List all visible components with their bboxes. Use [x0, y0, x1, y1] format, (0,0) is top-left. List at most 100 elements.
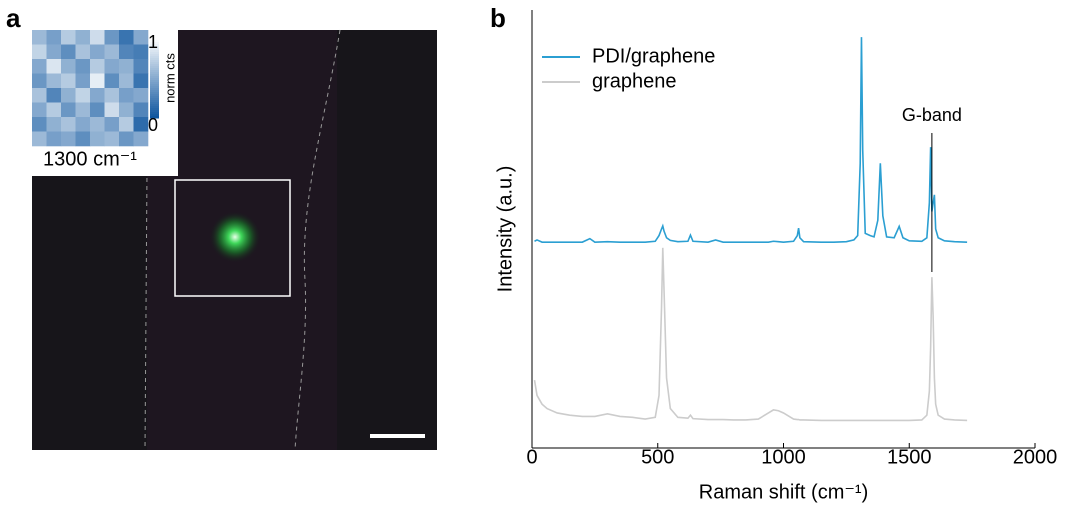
heatmap-cell	[104, 117, 120, 132]
colorbar-segment	[150, 90, 159, 93]
emission-spot	[209, 211, 261, 263]
heatmap-cell	[61, 102, 76, 118]
flake-edge	[144, 169, 148, 451]
heatmap-cell	[61, 117, 76, 132]
heatmap-cell	[32, 131, 47, 147]
heatmap-cell	[119, 59, 134, 74]
colorbar-segment	[150, 64, 159, 67]
flake-edge	[294, 29, 341, 451]
spectrum-line	[534, 37, 968, 243]
colorbar-segment	[150, 50, 159, 53]
heatmap-cell	[61, 59, 76, 74]
spectrum-line	[533, 247, 968, 422]
heatmap-cell	[104, 59, 120, 74]
colorbar-segment	[150, 40, 159, 43]
heatmap-cell	[46, 102, 62, 118]
colorbar-segment	[150, 68, 159, 71]
heatmap-cell	[32, 59, 47, 74]
heatmap-cell	[90, 44, 105, 60]
heatmap-cell	[61, 131, 76, 147]
colorbar-segment	[150, 38, 159, 41]
colorbar-segment	[150, 110, 159, 113]
colorbar-segment	[150, 72, 159, 75]
colorbar-label: norm cts	[162, 53, 177, 103]
heatmap-cell	[61, 88, 76, 103]
colorbar-segment	[150, 62, 159, 65]
heatmap-cell	[75, 131, 91, 147]
colorbar-segment	[150, 80, 159, 83]
heatmap-cell	[46, 44, 62, 60]
colorbar-segment	[150, 56, 159, 59]
colorbar-segment	[150, 102, 159, 105]
inset-title: 1300 cm⁻¹	[43, 148, 137, 170]
heatmap-cell	[32, 102, 47, 118]
colorbar-segment	[150, 76, 159, 79]
colorbar-segment	[150, 58, 159, 61]
annotation-label: G-band	[902, 105, 962, 125]
colorbar-segment	[150, 92, 159, 95]
colorbar-segment	[150, 84, 159, 87]
heatmap-cell	[119, 44, 134, 60]
heatmap-cell	[61, 30, 76, 45]
heatmap-cell	[119, 73, 134, 89]
colorbar-segment	[150, 46, 159, 49]
heatmap-cell	[119, 102, 134, 118]
heatmap-cell	[133, 44, 149, 60]
heatmap-cell	[75, 59, 91, 74]
colorbar-segment	[150, 106, 159, 109]
colorbar-segment	[150, 54, 159, 57]
heatmap-cell	[90, 30, 105, 45]
panel-label: b	[490, 3, 506, 33]
heatmap: 1 0 norm cts 1300 cm⁻¹	[32, 30, 177, 170]
heatmap-cell	[119, 117, 134, 132]
heatmap-cell	[32, 73, 47, 89]
x-tick-label: 0	[526, 446, 537, 468]
heatmap-cell	[119, 30, 134, 45]
x-tick-label: 1000	[761, 446, 806, 468]
colorbar-segment	[150, 94, 159, 97]
heatmap-cell	[104, 30, 120, 45]
heatmap-cell	[119, 88, 134, 103]
colorbar-segment	[150, 108, 159, 111]
spectrum-chart: 0 500 1000 1500 2000 Raman shift (cm⁻¹) Intens…	[494, 10, 1057, 503]
y-axis-label: Intensity (a.u.)	[494, 166, 516, 293]
heatmap-cell	[32, 30, 47, 45]
heatmap-cell	[46, 73, 62, 89]
heatmap-cell	[90, 88, 105, 103]
heatmap-cell	[90, 102, 105, 118]
heatmap-cell	[61, 44, 76, 60]
heatmap-cell	[133, 88, 149, 103]
heatmap-cell	[90, 131, 105, 147]
panel-label: a	[6, 3, 21, 33]
colorbar-segment	[150, 116, 159, 119]
heatmap-cell	[32, 88, 47, 103]
heatmap-cell	[133, 30, 149, 45]
heatmap-cell	[133, 131, 149, 147]
heatmap-cell	[46, 59, 62, 74]
heatmap-cell	[46, 117, 62, 132]
colorbar-segment	[150, 52, 159, 55]
colorbar-segment	[150, 48, 159, 51]
colorbar-segment	[150, 78, 159, 81]
region-box	[174, 179, 291, 297]
heatmap-cell	[90, 73, 105, 89]
colorbar-tick-label: 1	[148, 32, 158, 52]
x-tick-label: 1500	[887, 446, 932, 468]
colorbar-segment	[150, 112, 159, 115]
heatmap-cell	[75, 30, 91, 45]
x-tick-label: 500	[641, 446, 674, 468]
colorbar-segment	[150, 98, 159, 101]
heatmap-cell	[133, 117, 149, 132]
heatmap-cell	[104, 131, 120, 147]
colorbar-segment	[150, 96, 159, 99]
heatmap-cell	[90, 59, 105, 74]
heatmap-cell	[46, 30, 62, 45]
colorbar-segment	[150, 82, 159, 85]
colorbar-segment	[150, 60, 159, 63]
x-tick-label: 2000	[1013, 446, 1058, 468]
heatmap-cell	[75, 73, 91, 89]
heatmap-cell	[75, 44, 91, 60]
heatmap-cell	[46, 131, 62, 147]
colorbar-segment	[150, 66, 159, 69]
